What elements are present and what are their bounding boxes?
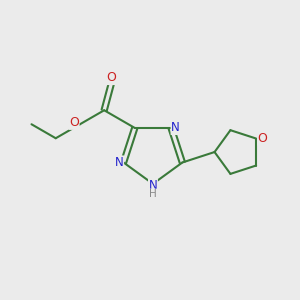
Text: O: O — [69, 116, 79, 129]
Text: N: N — [148, 179, 157, 192]
Text: O: O — [106, 71, 116, 84]
Text: O: O — [258, 132, 268, 145]
Text: N: N — [115, 156, 124, 169]
Text: H: H — [149, 189, 157, 199]
Text: N: N — [171, 122, 180, 134]
